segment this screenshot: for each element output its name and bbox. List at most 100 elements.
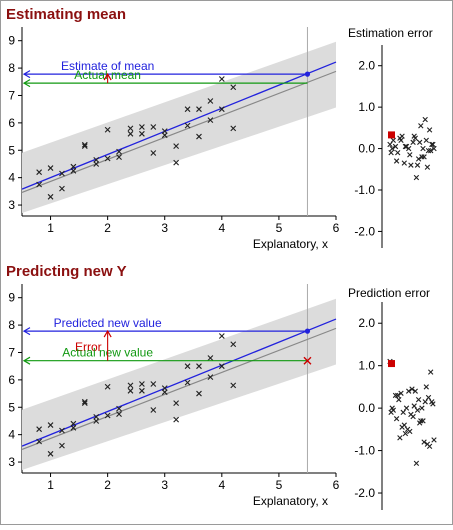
- p1-data-point-12-stroke-b: [104, 155, 111, 162]
- e2-error-point-30-stroke-b: [390, 407, 396, 413]
- e2-error-point-23: [421, 439, 427, 445]
- p1-y-tick-label-5: 5: [8, 143, 15, 157]
- p2-y-tick-label-4: 4: [8, 428, 15, 442]
- p1-y-tick-label-9: 9: [8, 34, 15, 48]
- p2-data-point-13-stroke-b: [104, 383, 111, 390]
- p1-data-point-25-stroke-b: [173, 143, 180, 150]
- p2-data-point-14: [116, 411, 122, 417]
- e2-error-point-17: [402, 430, 409, 437]
- e2-error-point-27: [403, 405, 410, 411]
- e2-error-point-27-stroke-b: [403, 405, 410, 411]
- p1-data-point-9-stroke-b: [81, 141, 88, 148]
- e1-error-point-13: [420, 145, 426, 152]
- e2-error-point-2-stroke-b: [423, 384, 429, 390]
- e1-error-point-10-stroke-b: [388, 150, 394, 156]
- p1-data-point-1-stroke-b: [36, 169, 43, 176]
- e1-error-point-22-stroke-b: [425, 147, 432, 154]
- e1-error-point-19-stroke-b: [393, 158, 400, 164]
- p2-data-point-13: [104, 383, 111, 390]
- p2-data-point-0-stroke-b: [36, 438, 43, 445]
- e2-highlight-point: [388, 360, 395, 368]
- e1-highlight-point: [388, 131, 395, 139]
- p2-data-point-19: [139, 387, 145, 394]
- e2-error-point-2: [423, 384, 429, 390]
- p2-data-point-34-stroke-b: [230, 382, 237, 389]
- p1-data-point-31-stroke-b: [207, 98, 214, 104]
- e2-error-point-14: [415, 396, 422, 403]
- e1-error-point-5: [410, 139, 416, 146]
- e1-error-point-27: [403, 143, 410, 150]
- p1-data-point-2: [47, 193, 54, 200]
- p1-data-point-26: [184, 122, 191, 129]
- p2-data-point-25-stroke-b: [173, 400, 180, 407]
- e1-error-point-22: [425, 147, 432, 154]
- p2-title: Predicting new Y: [6, 263, 127, 280]
- p1-x-axis-label: Explanatory, x: [253, 237, 328, 251]
- p2-data-point-2-stroke-b: [47, 450, 54, 457]
- p1-data-point-5: [59, 170, 65, 177]
- p2-x-tick-label-5: 5: [276, 478, 283, 492]
- p2-data-point-12-stroke-b: [104, 412, 111, 419]
- e2-error-point-35: [413, 460, 420, 466]
- e1-error-point-28: [399, 133, 405, 139]
- p2-y-tick-label-7: 7: [8, 345, 15, 359]
- e1-error-point-35: [413, 174, 420, 181]
- p2-data-point-2: [47, 450, 54, 457]
- e2-error-point-22-stroke-b: [425, 394, 432, 401]
- p1-y-tick-label-4: 4: [8, 171, 15, 185]
- e1-error-point-4-stroke-b: [414, 162, 421, 168]
- p1-x-tick-label-6: 6: [333, 221, 340, 235]
- e1-error-point-2: [423, 137, 429, 143]
- p1-x-tick-label-3: 3: [161, 221, 168, 235]
- e2-error-point-9-stroke-b: [392, 392, 399, 399]
- p2-data-point-26: [184, 379, 191, 386]
- e1-error-point-5-stroke-b: [410, 139, 416, 146]
- e2-error-point-33-stroke-b: [422, 399, 428, 405]
- e1-error-point-0: [387, 141, 393, 148]
- e2-error-point-22: [425, 394, 432, 401]
- p1-data-point-18: [139, 124, 145, 130]
- p2-data-point-3: [47, 422, 54, 428]
- p2-data-point-5: [59, 427, 65, 434]
- p2-data-point-15: [116, 405, 122, 412]
- p1-data-point-11-stroke-b: [93, 156, 100, 163]
- p2-data-point-1: [36, 426, 43, 433]
- e2-error-point-13: [420, 418, 426, 424]
- e2-error-point-17-stroke-b: [402, 430, 409, 437]
- p1-data-point-19-stroke-b: [139, 130, 145, 137]
- e1-error-point-33-stroke-b: [422, 116, 428, 123]
- e1-error-point-25-stroke-b: [412, 135, 418, 141]
- p2-fitted-point: [304, 328, 311, 334]
- e2-error-point-8-stroke-b: [397, 435, 403, 441]
- p2-data-point-32: [218, 363, 225, 370]
- e1-error-point-11-stroke-b: [429, 141, 435, 148]
- p2-data-point-16-stroke-b: [127, 387, 134, 394]
- p1-data-point-21: [150, 124, 157, 130]
- e1-error-point-30: [390, 137, 396, 143]
- p2-data-point-26-stroke-b: [184, 379, 191, 386]
- p1-data-point-0-stroke-b: [36, 181, 43, 188]
- e1-y-tick-label-2: 0.0: [358, 142, 375, 156]
- p1-data-point-27-stroke-b: [184, 106, 191, 113]
- e2-error-point-21-stroke-b: [430, 401, 436, 407]
- e2-error-point-32-stroke-b: [426, 443, 433, 450]
- e1-y-tick-label-4: 2.0: [358, 59, 375, 73]
- p1-data-point-26-stroke-b: [184, 122, 191, 129]
- p1-title: Estimating mean: [6, 6, 126, 23]
- p2-data-point-8-stroke-b: [81, 400, 88, 407]
- p2-data-point-15-stroke-b: [116, 405, 122, 412]
- e2-error-point-36-stroke-b: [409, 386, 415, 392]
- e2-error-point-26: [408, 411, 414, 418]
- p1-x-tick-label-2: 2: [104, 221, 111, 235]
- p2-y-tick-label-6: 6: [8, 373, 15, 387]
- p1-data-point-4-stroke-b: [59, 185, 65, 192]
- e2-y-tick-label-1: -1.0: [354, 444, 375, 458]
- p2-data-point-33-stroke-b: [218, 333, 225, 339]
- e2-error-point-36: [409, 386, 415, 392]
- p1-confidence-band: [22, 41, 336, 213]
- e1-error-point-31: [431, 145, 437, 152]
- p1-data-point-8-stroke-b: [81, 143, 88, 150]
- p2-confidence-band: [22, 298, 336, 470]
- e2-y-tick-label-2: 0.0: [358, 401, 375, 415]
- p1-data-point-28-stroke-b: [196, 106, 202, 113]
